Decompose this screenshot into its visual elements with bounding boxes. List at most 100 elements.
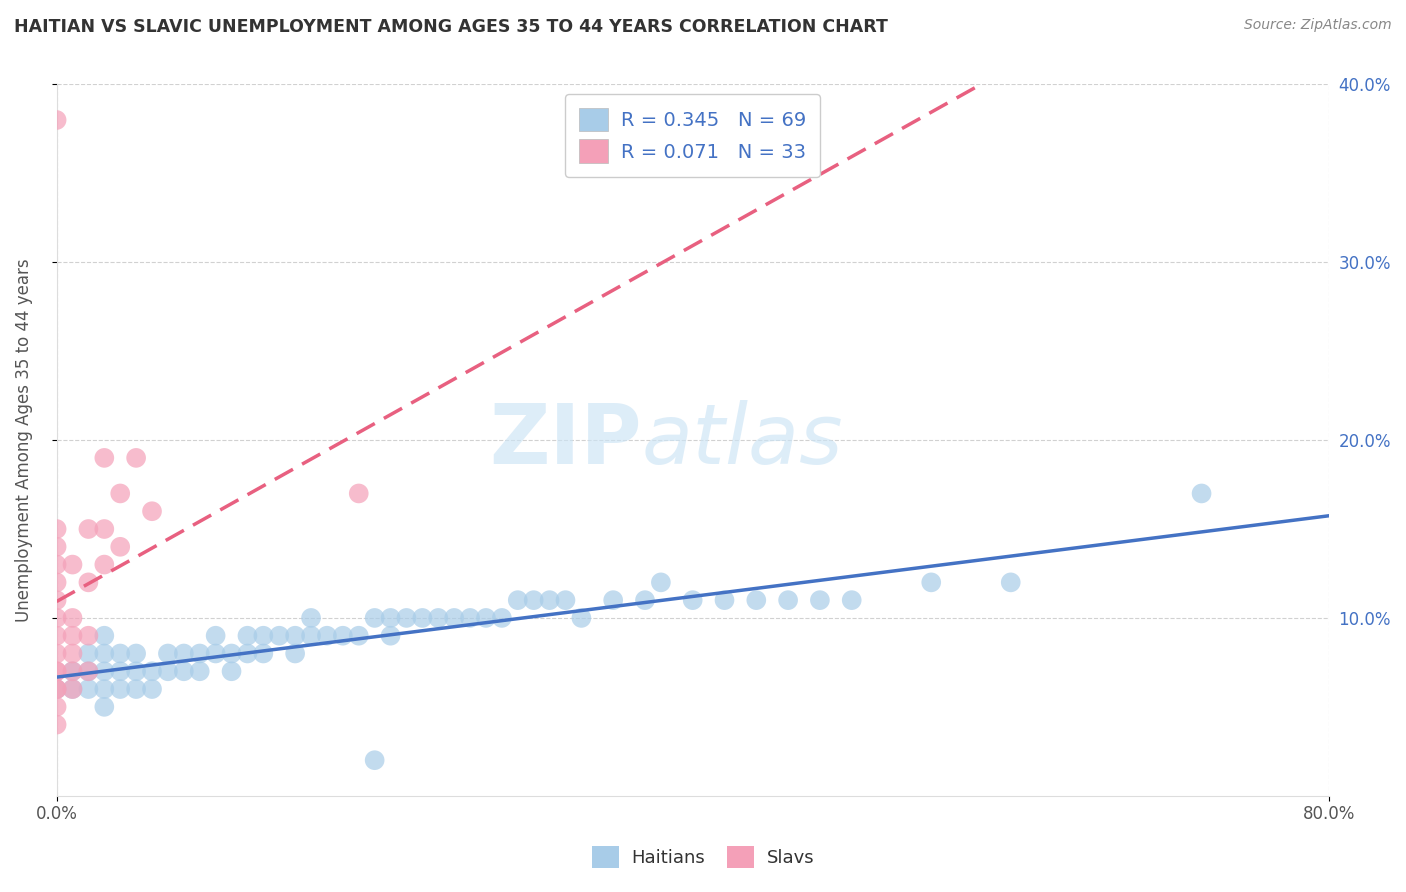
Point (93, 681, 115, 696)
Point (45, 522, 67, 536)
Text: ZIP: ZIP (489, 400, 641, 481)
Point (141, 681, 163, 696)
Point (45, 665, 67, 679)
Point (491, 611, 513, 625)
Point (920, 575, 942, 590)
Point (634, 593, 657, 607)
Point (427, 611, 450, 625)
Point (380, 611, 402, 625)
Point (458, 611, 481, 625)
Point (682, 593, 704, 607)
Point (125, 450, 148, 465)
Point (252, 647, 274, 661)
Point (45, 665, 67, 679)
Point (45, 558, 67, 572)
Point (156, 647, 179, 661)
Point (299, 611, 322, 625)
Point (538, 593, 561, 607)
Point (204, 647, 226, 661)
Point (380, 629, 402, 643)
Point (204, 629, 226, 643)
Point (125, 681, 148, 696)
Point (93, 647, 115, 661)
Point (77, 647, 100, 661)
Point (93, 629, 115, 643)
Point (395, 611, 418, 625)
Text: atlas: atlas (641, 400, 844, 481)
Point (523, 593, 546, 607)
Point (173, 665, 195, 679)
Point (156, 665, 179, 679)
Point (62, 558, 84, 572)
Point (77, 665, 100, 679)
Point (93, 665, 115, 679)
Point (284, 629, 307, 643)
Point (602, 593, 624, 607)
Point (252, 629, 274, 643)
Point (45, 611, 67, 625)
Point (62, 681, 84, 696)
Point (62, 647, 84, 661)
Point (506, 593, 529, 607)
Point (188, 647, 211, 661)
Point (841, 593, 863, 607)
Point (443, 611, 465, 625)
Point (45, 717, 67, 731)
Point (363, 611, 385, 625)
Point (141, 665, 163, 679)
Point (62, 681, 84, 696)
Point (332, 629, 354, 643)
Point (221, 665, 243, 679)
Point (745, 593, 768, 607)
Point (62, 665, 84, 679)
Point (363, 753, 385, 767)
Point (45, 681, 67, 696)
Point (269, 629, 291, 643)
Point (713, 593, 735, 607)
Point (77, 629, 100, 643)
Point (475, 611, 498, 625)
Point (569, 611, 592, 625)
Point (650, 575, 672, 590)
Point (45, 593, 67, 607)
Point (221, 647, 243, 661)
Point (62, 629, 84, 643)
Point (808, 593, 831, 607)
Point (45, 681, 67, 696)
Point (110, 665, 132, 679)
Point (316, 629, 339, 643)
Point (110, 647, 132, 661)
Point (1191, 486, 1213, 500)
Y-axis label: Unemployment Among Ages 35 to 44 years: Unemployment Among Ages 35 to 44 years (15, 259, 32, 622)
Point (110, 486, 132, 500)
Point (236, 629, 259, 643)
Point (778, 593, 800, 607)
Point (93, 522, 115, 536)
Point (45, 629, 67, 643)
Point (110, 540, 132, 554)
Point (110, 681, 132, 696)
Point (299, 629, 322, 643)
Point (45, 681, 67, 696)
Point (188, 665, 211, 679)
Point (347, 486, 370, 500)
Point (141, 504, 163, 518)
Point (45, 647, 67, 661)
Point (77, 665, 100, 679)
Point (125, 647, 148, 661)
Point (236, 647, 259, 661)
Text: Source: ZipAtlas.com: Source: ZipAtlas.com (1244, 18, 1392, 32)
Point (77, 522, 100, 536)
Point (125, 665, 148, 679)
Legend: Haitians, Slavs: Haitians, Slavs (581, 835, 825, 879)
Point (93, 699, 115, 714)
Point (411, 611, 433, 625)
Point (45, 540, 67, 554)
Point (347, 629, 370, 643)
Point (45, 699, 67, 714)
Text: HAITIAN VS SLAVIC UNEMPLOYMENT AMONG AGES 35 TO 44 YEARS CORRELATION CHART: HAITIAN VS SLAVIC UNEMPLOYMENT AMONG AGE… (14, 18, 889, 36)
Point (173, 647, 195, 661)
Point (1000, 575, 1022, 590)
Point (45, 575, 67, 590)
Point (62, 611, 84, 625)
